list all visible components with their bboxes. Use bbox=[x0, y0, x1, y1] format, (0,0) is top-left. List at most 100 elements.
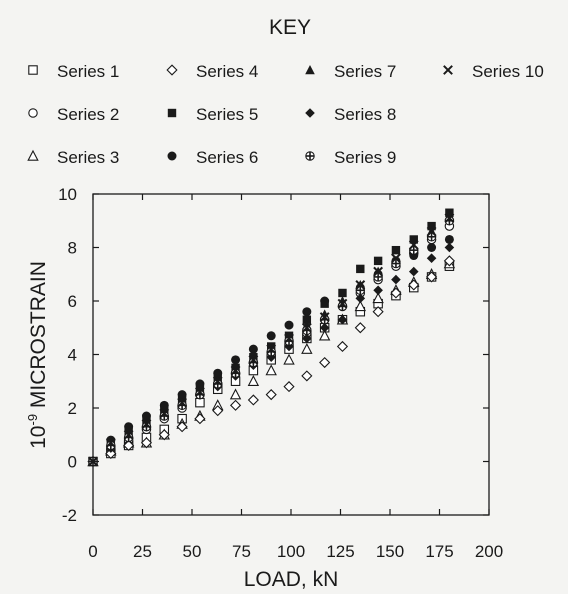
axis-ticks: 0 25 50 75 100 125 150 175 200 -2 0 2 4 6 8 10 bbox=[58, 185, 503, 561]
data-point bbox=[177, 390, 187, 400]
data-point bbox=[301, 342, 313, 354]
data-point bbox=[426, 271, 438, 283]
data-point bbox=[124, 422, 134, 432]
data-point bbox=[248, 354, 259, 365]
data-point bbox=[444, 242, 455, 253]
data-point bbox=[444, 234, 454, 244]
legend-marker bbox=[28, 65, 38, 75]
data-point bbox=[408, 279, 420, 291]
data-point bbox=[444, 213, 455, 223]
legend-title: KEY bbox=[269, 16, 311, 39]
data-point bbox=[123, 439, 135, 452]
legend-marker bbox=[443, 65, 453, 75]
legend-marker bbox=[167, 151, 177, 161]
data-point bbox=[338, 288, 347, 298]
data-point bbox=[318, 329, 331, 341]
data-point bbox=[212, 376, 223, 387]
legend-marker bbox=[167, 108, 177, 118]
y-axis-label: 10-9 MICROSTRAIN bbox=[25, 261, 50, 449]
data-point bbox=[284, 320, 294, 330]
data-point bbox=[427, 221, 436, 231]
x-tick-label: 75 bbox=[232, 542, 251, 561]
legend-marker bbox=[28, 108, 38, 118]
data-point bbox=[284, 333, 294, 344]
x-tick-label: 125 bbox=[326, 542, 354, 561]
legend: Series 1 Series 2 Series 3 Series 4 Series 5… bbox=[27, 62, 544, 167]
data-point bbox=[283, 353, 295, 365]
series-4 bbox=[87, 255, 455, 468]
data-point bbox=[319, 322, 330, 333]
data-point bbox=[266, 331, 276, 341]
data-point bbox=[140, 437, 153, 449]
data-point bbox=[373, 256, 383, 266]
data-point bbox=[408, 266, 419, 277]
x-tick-label: 0 bbox=[88, 542, 97, 561]
data-points bbox=[87, 208, 456, 468]
legend-label: Series 4 bbox=[196, 62, 258, 81]
legend-marker bbox=[305, 108, 315, 118]
data-point bbox=[426, 226, 437, 237]
legend-marker bbox=[305, 65, 315, 75]
y-tick-label: -2 bbox=[62, 506, 77, 525]
legend-marker bbox=[166, 64, 178, 76]
data-point bbox=[247, 375, 260, 387]
data-point bbox=[212, 405, 224, 417]
data-point bbox=[195, 379, 205, 389]
y-axis-label-rest: MICROSTRAIN bbox=[27, 261, 50, 414]
data-point bbox=[373, 285, 383, 296]
data-point bbox=[336, 340, 349, 353]
legend-label: Series 1 bbox=[57, 62, 119, 81]
data-point bbox=[302, 315, 312, 324]
legend-label: Series 6 bbox=[196, 148, 258, 167]
data-point bbox=[427, 243, 437, 252]
data-point bbox=[159, 408, 170, 419]
x-tick-label: 25 bbox=[133, 542, 152, 561]
legend-item: Series 7 bbox=[305, 62, 396, 81]
legend-item: Series 8 bbox=[305, 105, 396, 124]
data-point bbox=[355, 293, 366, 304]
data-point bbox=[354, 300, 367, 312]
legend-label: Series 5 bbox=[196, 105, 258, 124]
data-point bbox=[265, 389, 277, 401]
data-point bbox=[354, 322, 366, 334]
data-point bbox=[356, 264, 365, 274]
data-point bbox=[159, 400, 169, 410]
data-point bbox=[141, 419, 152, 429]
data-point bbox=[372, 306, 384, 318]
data-point bbox=[230, 365, 241, 376]
legend-item: Series 1 bbox=[28, 62, 119, 81]
data-point bbox=[373, 266, 384, 277]
data-point bbox=[229, 388, 242, 400]
data-point bbox=[177, 397, 188, 408]
data-point bbox=[337, 314, 348, 325]
data-point bbox=[105, 437, 116, 448]
y-tick-label: 6 bbox=[68, 292, 77, 311]
legend-label: Series 10 bbox=[472, 62, 544, 81]
data-point bbox=[284, 341, 294, 352]
x-tick-label: 100 bbox=[277, 542, 305, 561]
data-point bbox=[391, 245, 401, 255]
data-point bbox=[337, 298, 348, 309]
legend-label: Series 2 bbox=[57, 105, 119, 124]
data-point bbox=[355, 280, 366, 290]
data-point bbox=[195, 397, 205, 408]
data-point bbox=[88, 456, 98, 467]
data-point bbox=[390, 287, 402, 299]
y-tick-label: 4 bbox=[68, 346, 77, 365]
y-axis-label-base: 10 bbox=[27, 426, 50, 449]
data-point bbox=[391, 274, 401, 285]
legend-label: Series 8 bbox=[334, 105, 396, 124]
data-point bbox=[302, 307, 312, 317]
legend-label: Series 3 bbox=[57, 148, 119, 167]
data-point bbox=[123, 429, 134, 440]
data-point bbox=[176, 421, 188, 433]
data-point bbox=[302, 333, 312, 344]
data-point bbox=[265, 364, 277, 376]
data-point bbox=[231, 355, 241, 365]
data-point bbox=[247, 394, 259, 406]
legend-item: Series 10 bbox=[443, 62, 544, 81]
x-tick-label: 50 bbox=[183, 542, 202, 561]
data-point bbox=[195, 387, 205, 397]
